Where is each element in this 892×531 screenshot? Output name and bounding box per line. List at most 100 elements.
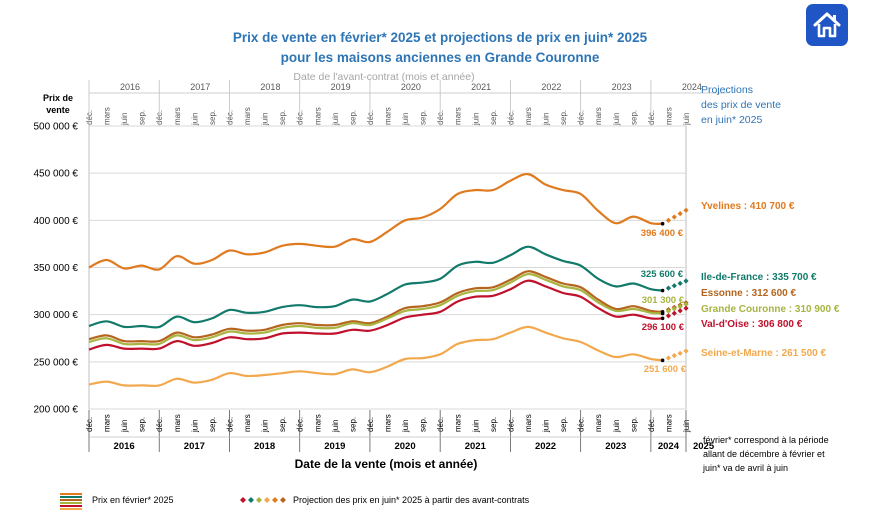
top-month-label: juin [120, 113, 129, 126]
top-month-label: sep. [348, 110, 357, 125]
projection-marker [665, 217, 672, 223]
feb-value-label: 296 100 € [642, 322, 685, 333]
chart-title-line1: Prix de vente en février* 2025 et projec… [233, 30, 648, 45]
projection-marker [671, 283, 677, 289]
bottom-month-label: mars [454, 414, 463, 432]
y-tick-label: 350 000 € [34, 263, 79, 274]
feb-price-point [660, 358, 665, 363]
top-year-label: 2020 [401, 82, 421, 92]
projection-marker [677, 308, 683, 314]
series-line [88, 172, 663, 271]
top-month-label: mars [454, 107, 463, 125]
bottom-year-label: 2024 [658, 441, 680, 452]
feb-price-point [660, 221, 665, 226]
projection-marker [677, 304, 683, 310]
projection-title-line1: Projections [701, 84, 753, 96]
bottom-month-label: sep. [629, 417, 638, 432]
footnote-line1: février* correspond à la période [703, 435, 829, 445]
bottom-month-label: déc. [155, 417, 164, 432]
bottom-year-label: 2025 [693, 441, 715, 452]
top-month-label: sep. [138, 110, 147, 125]
legend-price-label: Prix en février* 2025 [92, 495, 174, 505]
projection-marker [671, 353, 677, 359]
projection-marker [683, 305, 689, 311]
top-month-label: sep. [208, 110, 217, 125]
top-month-label: sep. [278, 110, 287, 125]
bottom-month-label: sep. [278, 417, 287, 432]
top-month-label: sep. [489, 110, 498, 125]
series-end-label: Yvelines : 410 700 € [701, 201, 795, 212]
top-year-label: 2017 [190, 82, 210, 92]
top-month-label: déc. [155, 110, 164, 125]
bottom-year-label: 2021 [465, 441, 487, 452]
bottom-month-label: juin [471, 420, 480, 433]
projection-title-line2: des prix de vente [701, 99, 781, 111]
top-month-label: juin [682, 113, 691, 126]
top-month-label: mars [524, 107, 533, 125]
series-end-label: Essonne : 312 600 € [701, 288, 796, 299]
legend-projection-swatch [240, 497, 286, 503]
top-month-label: juin [331, 113, 340, 126]
feb-value-label: 396 400 € [641, 228, 684, 239]
projection-marker [665, 313, 672, 319]
feb-value-label: 301 300 € [642, 295, 685, 306]
series-end-label: Ile-de-France : 335 700 € [701, 272, 817, 283]
bottom-month-label: mars [384, 414, 393, 432]
home-icon [813, 12, 841, 38]
y-tick-label: 200 000 € [34, 405, 79, 416]
home-button[interactable] [806, 4, 848, 46]
bottom-month-label: déc. [225, 417, 234, 432]
y-axis-label-line1: Prix de [43, 93, 73, 103]
bottom-month-label: mars [313, 414, 322, 432]
series-end-label: Grande Couronne : 310 900 € [701, 304, 840, 315]
top-month-label: déc. [225, 110, 234, 125]
bottom-month-label: sep. [348, 417, 357, 432]
feb-value-label: 325 600 € [641, 269, 684, 280]
chart-title-line2: pour les maisons anciennes en Grande Cou… [281, 50, 600, 65]
bottom-month-label: juin [682, 420, 691, 433]
projection-marker [677, 211, 683, 217]
bottom-month-label: déc. [647, 417, 656, 432]
top-month-label: déc. [506, 110, 515, 125]
bottom-month-label: mars [664, 414, 673, 432]
projection-marker [683, 278, 689, 284]
bottom-month-label: juin [331, 420, 340, 433]
projection-marker [683, 301, 689, 307]
projection-title-line3: en juin* 2025 [701, 114, 762, 126]
series-end-label: Val-d'Oise : 306 800 € [701, 319, 803, 330]
top-year-label: 2019 [331, 82, 351, 92]
bottom-month-label: sep. [559, 417, 568, 432]
bottom-month-label: déc. [436, 417, 445, 432]
bottom-year-label: 2018 [254, 441, 275, 452]
series-line [88, 245, 663, 329]
top-month-label: mars [384, 107, 393, 125]
projection-marker [671, 214, 677, 220]
bottom-month-label: déc. [85, 417, 94, 432]
bottom-month-label: juin [542, 420, 551, 433]
bottom-month-label: déc. [577, 417, 586, 432]
top-month-label: mars [243, 107, 252, 125]
bottom-year-label: 2020 [394, 441, 415, 452]
top-year-label: 2018 [260, 82, 280, 92]
projection-marker [683, 348, 689, 354]
bottom-month-label: sep. [419, 417, 428, 432]
top-month-label: déc. [85, 110, 94, 125]
projection-marker [671, 310, 677, 316]
x-axis-title: Date de la vente (mois et année) [295, 457, 478, 471]
bottom-month-label: juin [401, 420, 410, 433]
bottom-month-label: déc. [366, 417, 375, 432]
feb-value-label: 251 600 € [644, 364, 687, 375]
series-line [88, 279, 663, 351]
legend-price-swatch [60, 493, 82, 510]
top-axis-label: Date de l'avant-contrat (mois et année) [293, 71, 474, 83]
top-month-label: juin [471, 113, 480, 126]
y-tick-label: 300 000 € [34, 310, 79, 321]
footnote-line3: juin* va de avril à juin [702, 463, 788, 473]
bottom-month-label: sep. [138, 417, 147, 432]
legend-projection-label: Projection des prix en juin* 2025 à part… [293, 495, 530, 505]
feb-price-point [660, 316, 665, 321]
projection-marker [677, 350, 683, 356]
top-month-label: juin [190, 113, 199, 126]
